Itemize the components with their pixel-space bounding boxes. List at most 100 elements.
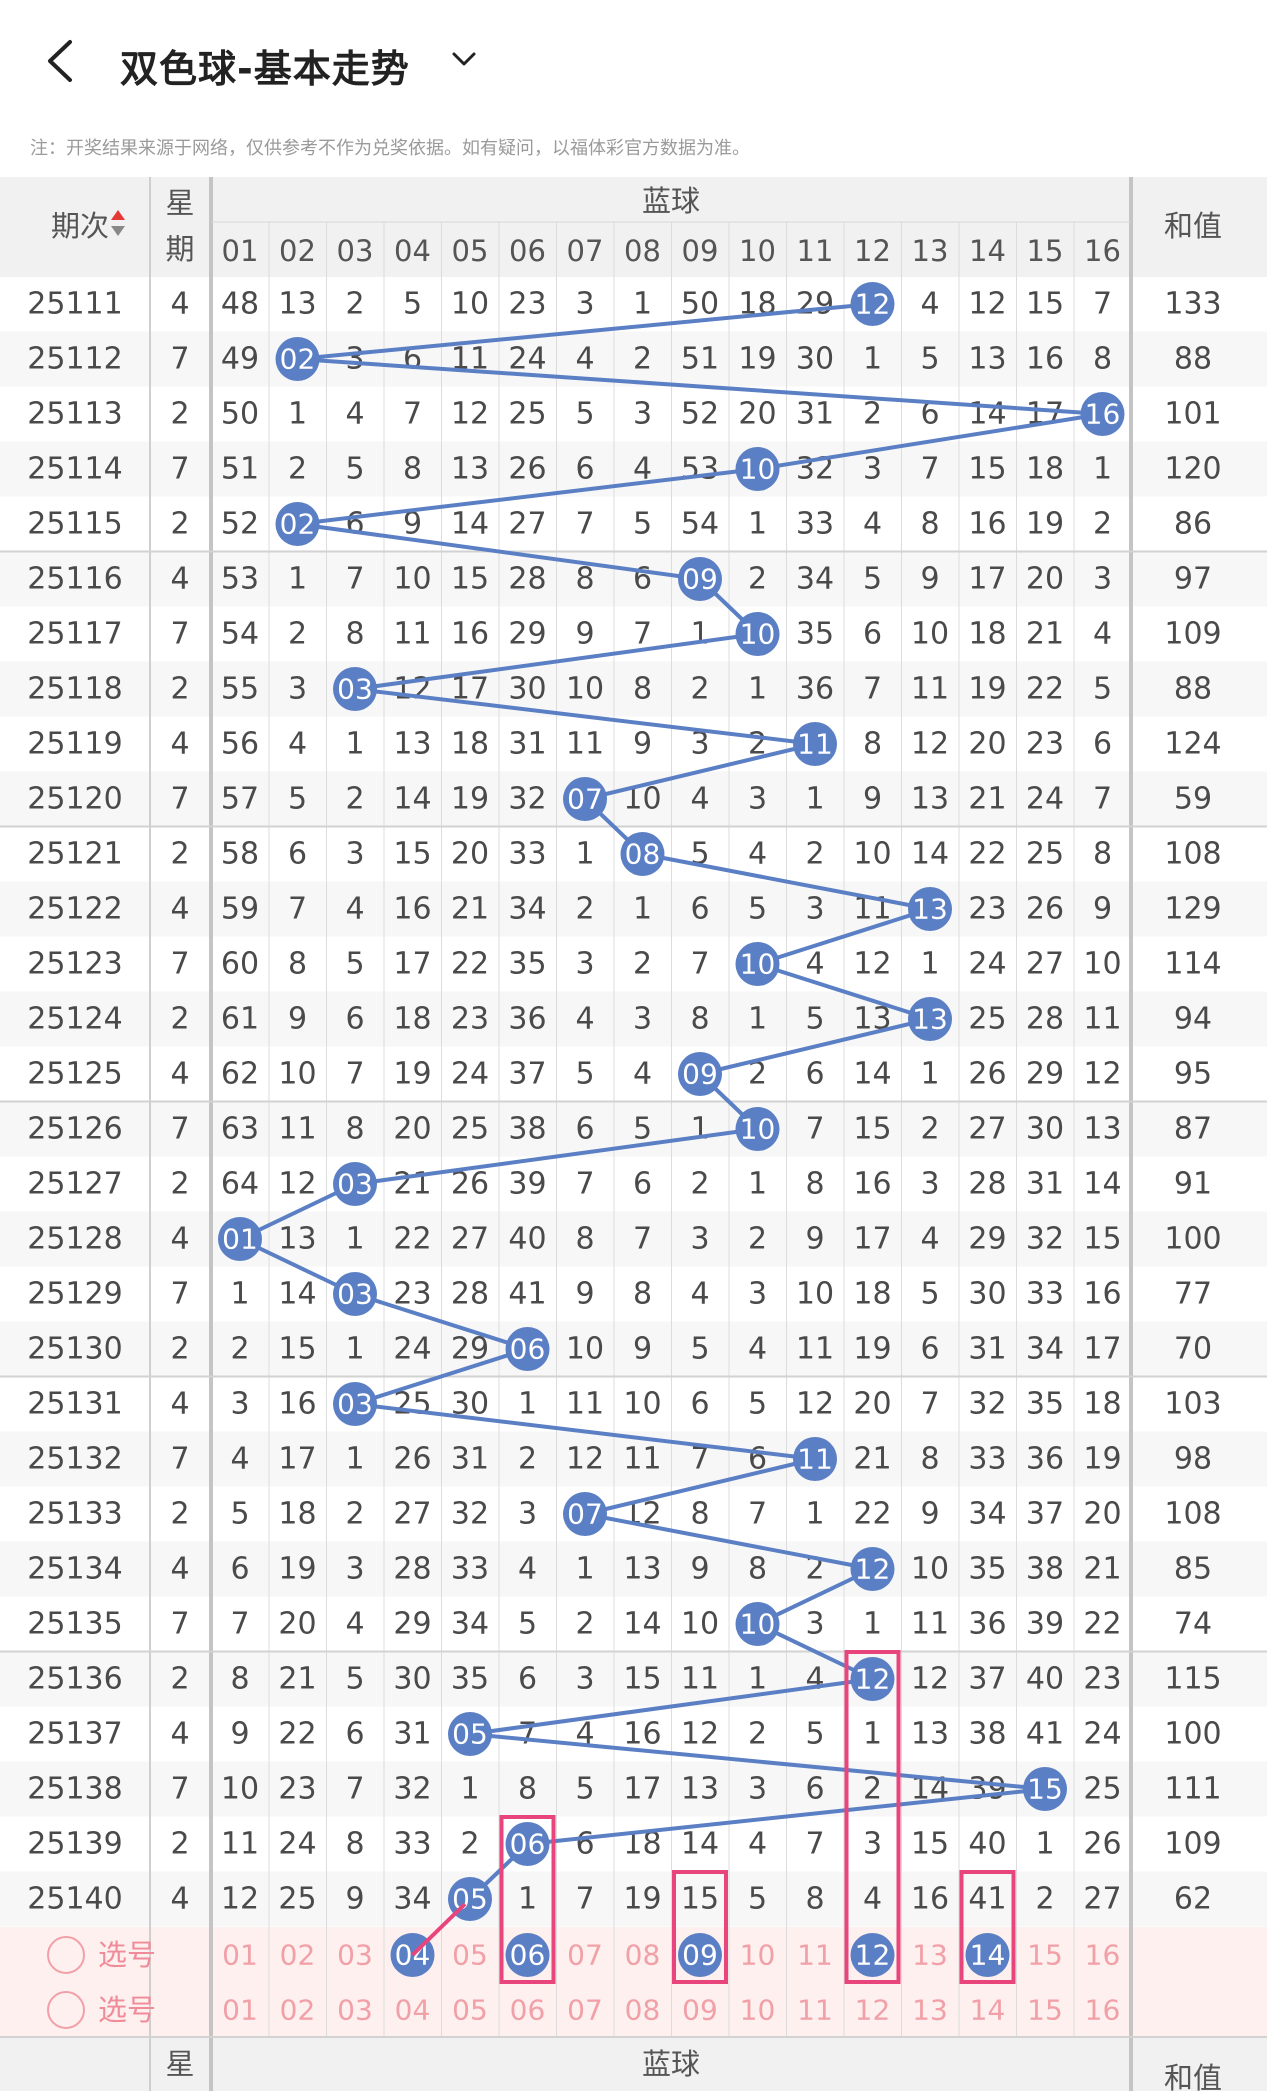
omission-cell: 25 — [393, 1387, 431, 1422]
omission-cell: 2 — [575, 892, 594, 927]
select-number[interactable]: 02 — [280, 1994, 316, 2027]
omission-cell: 1 — [1093, 452, 1112, 487]
select-number[interactable]: 12 — [855, 1994, 891, 2027]
omission-cell: 22 — [393, 1222, 431, 1257]
select-number[interactable]: 01 — [222, 1994, 258, 2027]
chevron-down-icon[interactable] — [450, 48, 478, 70]
select-number[interactable]: 01 — [222, 1939, 258, 1972]
omission-cell: 38 — [508, 1112, 546, 1147]
select-number[interactable]: 16 — [1085, 1939, 1121, 1972]
omission-cell: 16 — [911, 1882, 949, 1917]
omission-cell: 1 — [748, 507, 767, 542]
picked-ball[interactable] — [505, 1933, 550, 1977]
omission-cell: 6 — [920, 1332, 939, 1367]
omission-cell: 3 — [518, 1497, 537, 1532]
select-number[interactable]: 10 — [740, 1939, 776, 1972]
blue-ball-marker — [333, 667, 377, 711]
omission-cell: 8 — [403, 452, 422, 487]
omission-cell: 5 — [345, 947, 364, 982]
omission-cell: 7 — [345, 1772, 364, 1807]
select-number[interactable]: 08 — [625, 1994, 661, 2027]
sum-cell: 88 — [1174, 342, 1212, 377]
select-radio-icon[interactable] — [47, 1936, 85, 1974]
omission-cell: 29 — [1026, 1057, 1064, 1092]
picked-ball[interactable] — [678, 1933, 722, 1977]
blue-ball-number: 11 — [797, 1443, 833, 1476]
period-cell: 25123 — [27, 947, 122, 982]
omission-cell: 32 — [393, 1772, 431, 1807]
select-number[interactable]: 10 — [740, 1994, 776, 2027]
select-number[interactable]: 03 — [337, 1994, 373, 2027]
picked-ball[interactable] — [850, 1933, 895, 1977]
omission-cell: 29 — [393, 1607, 431, 1642]
omission-cell: 5 — [345, 1662, 364, 1697]
select-number[interactable]: 08 — [625, 1939, 661, 1972]
select-label[interactable]: 选号 — [98, 1938, 156, 1972]
omission-cell: 6 — [1093, 727, 1112, 762]
select-number[interactable]: 11 — [797, 1994, 833, 2027]
omission-cell: 20 — [393, 1112, 431, 1147]
omission-cell: 50 — [681, 287, 719, 322]
omission-cell: 1 — [690, 617, 709, 652]
picked-ball-number[interactable]: 12 — [855, 1939, 891, 1972]
select-number[interactable]: 09 — [682, 1994, 718, 2027]
select-number[interactable]: 13 — [912, 1939, 948, 1972]
period-cell: 25122 — [27, 892, 122, 927]
picked-ball-number[interactable]: 14 — [970, 1939, 1006, 1972]
period-cell: 25118 — [27, 672, 122, 707]
omission-cell: 8 — [920, 507, 939, 542]
omission-cell: 16 — [623, 1717, 661, 1752]
blue-ball-number: 07 — [567, 1498, 603, 1531]
select-number[interactable]: 14 — [970, 1994, 1006, 2027]
sum-cell: 115 — [1164, 1662, 1221, 1697]
select-number[interactable]: 03 — [337, 1939, 373, 1972]
column-header-blue-ball: 蓝球 — [642, 184, 700, 218]
select-number[interactable]: 13 — [912, 1994, 948, 2027]
select-number[interactable]: 02 — [280, 1939, 316, 1972]
omission-cell: 5 — [633, 1112, 652, 1147]
select-label[interactable]: 选号 — [98, 1993, 156, 2027]
select-number[interactable]: 05 — [452, 1939, 488, 1972]
picked-ball-number[interactable]: 09 — [682, 1939, 718, 1972]
select-number[interactable]: 05 — [452, 1994, 488, 2027]
omission-cell: 14 — [968, 397, 1006, 432]
weekday-cell: 2 — [170, 397, 189, 432]
omission-cell: 36 — [508, 1002, 546, 1037]
omission-cell: 23 — [1083, 1662, 1121, 1697]
sum-cell: 129 — [1164, 892, 1221, 927]
omission-cell: 4 — [575, 342, 594, 377]
omission-cell: 5 — [920, 1277, 939, 1312]
omission-cell: 33 — [1026, 1277, 1064, 1312]
select-number[interactable]: 16 — [1085, 1994, 1121, 2027]
omission-cell: 32 — [451, 1497, 489, 1532]
period-cell: 25130 — [27, 1332, 122, 1367]
omission-cell: 35 — [968, 1552, 1006, 1587]
column-header-number: 12 — [854, 234, 891, 268]
blue-ball-marker — [275, 502, 320, 546]
omission-cell: 24 — [451, 1057, 489, 1092]
omission-cell: 27 — [1083, 1882, 1121, 1917]
omission-cell: 14 — [451, 507, 489, 542]
select-number[interactable]: 07 — [567, 1939, 603, 1972]
select-radio-icon[interactable] — [47, 1991, 85, 2029]
omission-cell: 14 — [393, 782, 431, 817]
omission-cell: 6 — [633, 1167, 652, 1202]
sum-cell: 98 — [1174, 1442, 1212, 1477]
select-number[interactable]: 04 — [395, 1994, 431, 2027]
omission-cell: 53 — [681, 452, 719, 487]
sort-arrows-icon[interactable] — [111, 210, 125, 236]
period-cell: 25112 — [27, 342, 122, 377]
omission-cell: 10 — [221, 1772, 259, 1807]
omission-cell: 21 — [968, 782, 1006, 817]
picked-ball[interactable] — [965, 1933, 1010, 1977]
omission-cell: 5 — [345, 452, 364, 487]
select-number[interactable]: 15 — [1027, 1939, 1063, 1972]
omission-cell: 10 — [278, 1057, 316, 1092]
picked-ball-number[interactable]: 06 — [510, 1939, 546, 1972]
select-number[interactable]: 07 — [567, 1994, 603, 2027]
footer-weekday: 星 — [165, 2047, 194, 2081]
select-number[interactable]: 06 — [510, 1994, 546, 2027]
chevron-left-icon[interactable] — [40, 36, 80, 86]
select-number[interactable]: 11 — [797, 1939, 833, 1972]
select-number[interactable]: 15 — [1027, 1994, 1063, 2027]
